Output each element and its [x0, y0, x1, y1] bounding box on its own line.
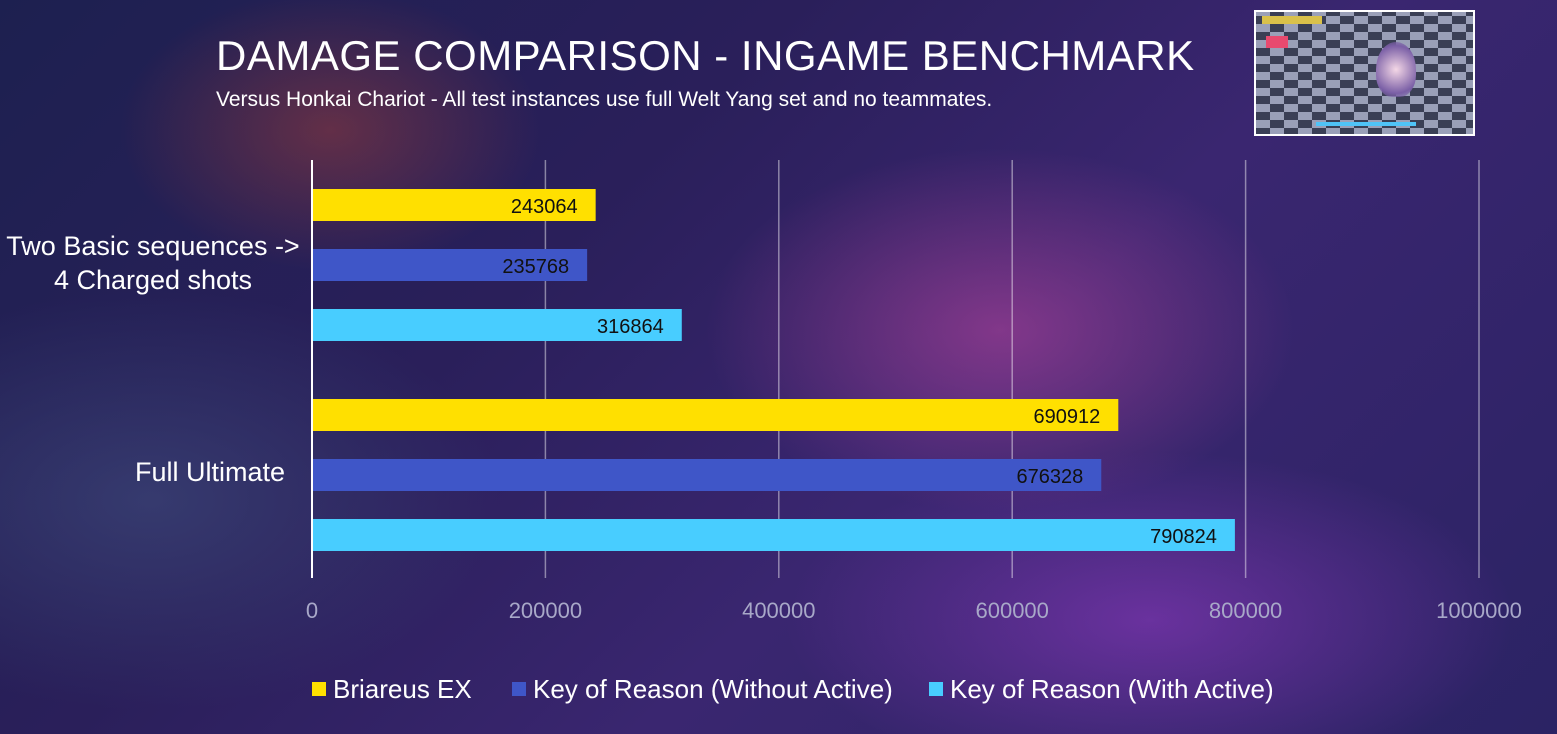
legend-item-briareus-ex: Briareus EX	[312, 674, 472, 704]
gameplay-thumbnail	[1254, 10, 1475, 136]
x-tick-label: 200000	[509, 598, 582, 623]
chart-title: DAMAGE COMPARISON - INGAME BENCHMARK	[216, 32, 1195, 79]
bar-data-label: 316864	[597, 316, 664, 338]
thumbnail-hud-badge	[1266, 36, 1288, 48]
bar	[312, 459, 1102, 491]
x-tick-label: 600000	[975, 598, 1048, 623]
category-label: Full Ultimate	[135, 457, 285, 487]
bar	[312, 309, 682, 341]
legend-swatch	[312, 682, 326, 696]
bar-data-label: 235768	[502, 256, 569, 278]
legend-label: Key of Reason (Without Active)	[533, 673, 893, 704]
thumbnail-hud-bar	[1262, 16, 1322, 24]
bar-data-label: 676328	[1017, 466, 1084, 488]
bar-data-label: 790824	[1150, 526, 1217, 548]
legend-swatch	[512, 682, 526, 696]
x-tick-label: 400000	[742, 598, 815, 623]
legend-label: Briareus EX	[333, 673, 472, 704]
bar	[312, 519, 1235, 551]
x-tick-label: 800000	[1209, 598, 1282, 623]
x-tick-label: 0	[306, 598, 318, 623]
category-label: 4 Charged shots	[54, 265, 252, 295]
legend-item-key-of-reason-without-active: Key of Reason (Without Active)	[512, 674, 893, 704]
thumbnail-sp-bar	[1316, 122, 1416, 126]
bar	[312, 399, 1119, 431]
thumbnail-character	[1376, 42, 1416, 97]
bar-data-label: 243064	[511, 196, 578, 218]
legend-swatch	[929, 682, 943, 696]
chart-subtitle: Versus Honkai Chariot - All test instanc…	[216, 88, 993, 111]
x-tick-label: 1000000	[1436, 598, 1522, 623]
category-label: Two Basic sequences ->	[6, 231, 299, 261]
bar	[312, 249, 588, 281]
bar-data-label: 690912	[1034, 406, 1101, 428]
legend-label: Key of Reason (With Active)	[950, 673, 1274, 704]
bar	[312, 189, 596, 221]
legend-item-key-of-reason-with-active: Key of Reason (With Active)	[929, 674, 1274, 704]
